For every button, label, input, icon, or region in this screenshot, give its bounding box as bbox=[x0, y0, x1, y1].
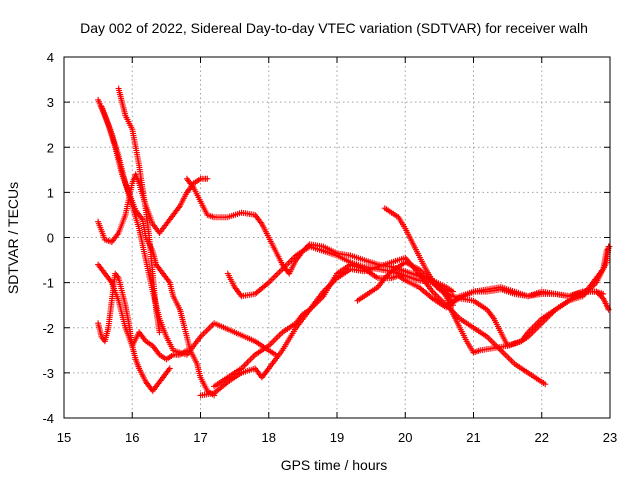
data-point bbox=[271, 336, 278, 343]
x-tick-label: 23 bbox=[603, 430, 617, 445]
x-tick-labels: 15 16 17 18 19 20 21 22 23 bbox=[57, 430, 617, 445]
axis-ticks bbox=[63, 56, 611, 419]
data-point bbox=[528, 330, 535, 337]
y-tick-label: -3 bbox=[42, 366, 54, 381]
series-arc-l bbox=[381, 205, 613, 356]
data-point bbox=[505, 354, 512, 361]
y-tick-label: 2 bbox=[47, 140, 54, 155]
data-markers bbox=[95, 85, 613, 399]
series-arc-b bbox=[98, 103, 218, 399]
data-point bbox=[508, 357, 515, 364]
data-point bbox=[166, 365, 173, 372]
data-point bbox=[593, 288, 600, 295]
data-point bbox=[385, 271, 392, 278]
data-point bbox=[429, 277, 436, 284]
data-point bbox=[605, 306, 612, 313]
x-tick-label: 16 bbox=[125, 430, 139, 445]
data-point bbox=[268, 339, 275, 346]
data-point bbox=[490, 339, 497, 346]
data-point bbox=[277, 330, 284, 337]
data-point bbox=[209, 321, 216, 328]
y-tick-label: 4 bbox=[47, 50, 54, 65]
x-tick-label: 18 bbox=[262, 430, 276, 445]
y-axis-title: SDTVAR / TECUs bbox=[5, 182, 21, 294]
data-point bbox=[249, 354, 256, 361]
x-tick-label: 19 bbox=[330, 430, 344, 445]
data-point bbox=[156, 329, 163, 336]
data-point bbox=[183, 347, 190, 354]
series-arc-d bbox=[95, 261, 190, 363]
data-point bbox=[540, 318, 547, 325]
y-tick-label: -4 bbox=[42, 411, 54, 426]
data-point bbox=[594, 290, 601, 296]
data-point bbox=[596, 291, 603, 298]
data-point bbox=[205, 326, 212, 333]
data-point bbox=[273, 335, 280, 342]
y-tick-label: 0 bbox=[47, 231, 54, 246]
data-point bbox=[532, 326, 539, 333]
data-point bbox=[268, 276, 275, 283]
data-point bbox=[271, 273, 278, 280]
data-point bbox=[241, 362, 248, 369]
data-point bbox=[500, 350, 507, 357]
y-tick-label: 3 bbox=[47, 95, 54, 110]
data-point bbox=[381, 275, 388, 282]
chart-title: Day 002 of 2022, Sidereal Day-to-day VTE… bbox=[80, 20, 588, 36]
series-arc-f bbox=[115, 85, 163, 336]
data-point bbox=[273, 272, 280, 279]
data-point bbox=[606, 243, 613, 250]
y-tick-label: 1 bbox=[47, 185, 54, 200]
x-tick-label: 20 bbox=[398, 430, 412, 445]
data-point bbox=[450, 288, 456, 295]
data-point bbox=[488, 338, 495, 345]
data-point bbox=[200, 330, 207, 337]
series-arc-m bbox=[443, 284, 612, 313]
x-tick-label: 22 bbox=[535, 430, 549, 445]
data-point bbox=[270, 275, 277, 282]
data-point bbox=[506, 356, 513, 363]
data-point bbox=[487, 336, 494, 343]
data-point bbox=[387, 269, 394, 276]
data-point bbox=[542, 381, 549, 388]
y-tick-label: -1 bbox=[42, 276, 54, 291]
x-tick-label: 15 bbox=[57, 430, 71, 445]
x-tick-label: 17 bbox=[193, 430, 207, 445]
data-point bbox=[491, 341, 498, 348]
data-point bbox=[432, 280, 439, 287]
data-point bbox=[433, 281, 440, 288]
x-tick-label: 21 bbox=[466, 430, 480, 445]
y-tick-labels: -4 -3 -2 -1 0 1 2 3 4 bbox=[42, 50, 54, 426]
y-tick-label: -2 bbox=[42, 321, 54, 336]
data-point bbox=[384, 272, 391, 279]
series-arc-e bbox=[95, 270, 173, 394]
x-axis-title: GPS time / hours bbox=[281, 457, 388, 473]
data-point bbox=[430, 278, 437, 285]
data-point bbox=[270, 338, 277, 345]
data-point bbox=[267, 278, 274, 285]
data-point bbox=[383, 273, 390, 280]
series-arc-c bbox=[95, 171, 211, 245]
data-point bbox=[204, 175, 211, 182]
data-point bbox=[199, 332, 205, 339]
data-point bbox=[597, 292, 604, 299]
